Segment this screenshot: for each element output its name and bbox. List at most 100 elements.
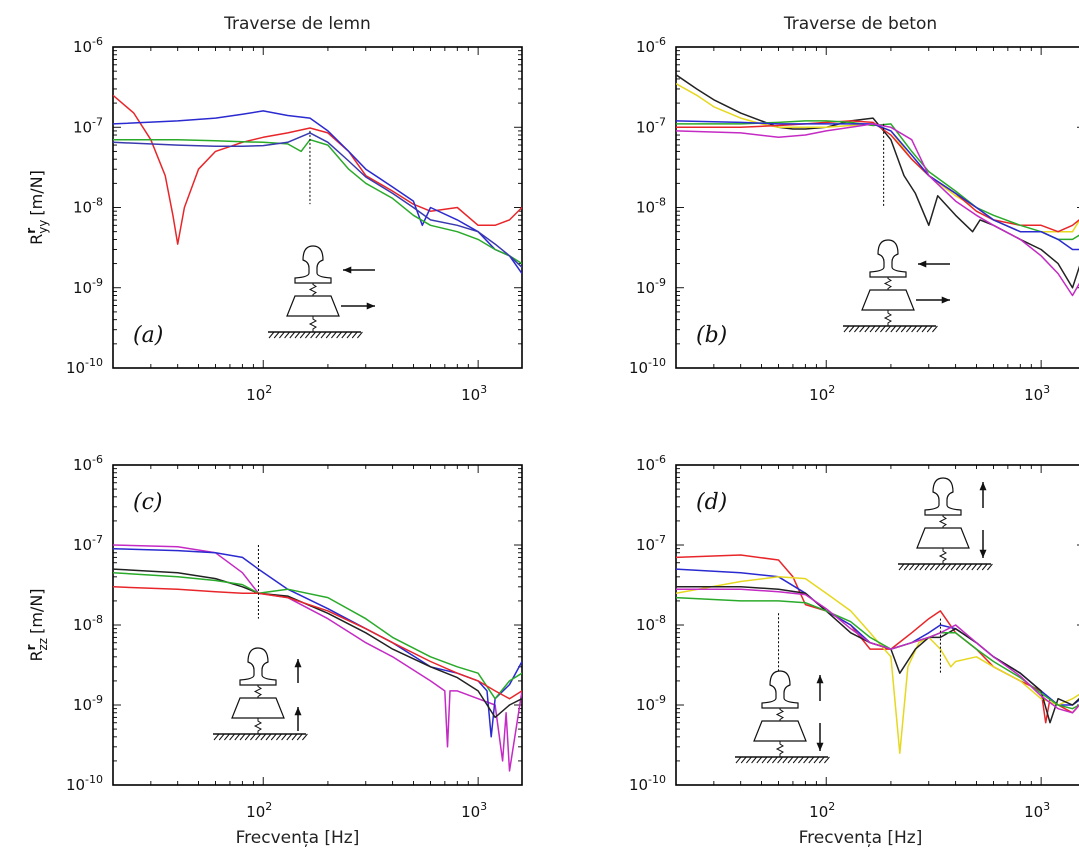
y-tick-label: 10-6 [73, 453, 103, 474]
ground-hatch [273, 331, 280, 339]
ground-hatch [906, 325, 912, 333]
ylabel-sup: r [24, 644, 38, 650]
ground-hatch [864, 325, 871, 333]
panel-label: (c) [133, 490, 163, 515]
x-tick-exp: 3 [1043, 800, 1050, 813]
x-tick-label: 102 [809, 383, 835, 404]
ground-hatch [740, 756, 747, 764]
ground-hatch [761, 756, 768, 764]
ground-hatch [787, 756, 794, 764]
y-tick-label: 10-8 [73, 196, 103, 217]
x-axis-label: Frecvența [Hz] [799, 828, 923, 848]
y-tick-label: 10-7 [636, 115, 666, 136]
y-tick-label: 10-10 [66, 356, 103, 377]
x-tick-label: 103 [461, 383, 487, 404]
ground-hatch [289, 331, 296, 339]
ground-hatch [331, 331, 337, 339]
ground-hatch [798, 756, 804, 764]
series-line [676, 586, 1079, 724]
ground-hatch [869, 325, 876, 333]
y-tick-label: 10-9 [73, 693, 103, 714]
inset-schematic [213, 647, 308, 741]
y-tick-exp: -8 [655, 613, 666, 626]
ground-hatch [909, 563, 915, 571]
ground-hatch [239, 733, 246, 741]
ground-hatch [276, 733, 282, 741]
y-tick-base: 10 [73, 38, 92, 56]
series-line [676, 123, 1079, 297]
series-group [676, 74, 1079, 297]
sleeper-shape [861, 289, 915, 311]
y-tick-label: 10-8 [636, 196, 666, 217]
ground-hatch [351, 331, 358, 339]
ground-hatch [792, 756, 799, 764]
rail-shape [924, 477, 962, 516]
ground-hatch [916, 325, 923, 333]
y-tick-label: 10-7 [73, 115, 103, 136]
ylabel-unit: [m/N] [27, 588, 46, 633]
y-tick-label: 10-10 [629, 356, 666, 377]
y-tick-exp: -7 [655, 533, 666, 546]
ground-hatch [976, 563, 983, 571]
x-tick-exp: 3 [480, 383, 487, 396]
panel-label: (b) [696, 323, 727, 348]
ground-hatch [854, 325, 860, 333]
y-tick-exp: -8 [92, 613, 103, 626]
arrow-head [343, 266, 352, 274]
y-tick-base: 10 [73, 279, 92, 297]
x-tick-label: 102 [246, 800, 272, 821]
ground-hatch [971, 563, 978, 571]
arrow-head [979, 549, 987, 558]
y-tick-exp: -6 [92, 453, 103, 466]
arrow-head [294, 707, 302, 716]
minor-ticks [675, 47, 1079, 369]
y-tick-label: 10-10 [66, 773, 103, 794]
arrow-head [366, 302, 375, 310]
series-line [676, 588, 1079, 714]
ground-hatch [346, 331, 353, 339]
y-tick-label: 10-9 [636, 693, 666, 714]
x-tick-exp: 2 [828, 383, 835, 396]
ground-hatch [919, 563, 926, 571]
minor-ticks [675, 465, 1079, 786]
y-tick-label: 10-6 [636, 453, 666, 474]
series-line [113, 586, 522, 700]
ground-hatch [229, 733, 235, 741]
ground-hatch [357, 331, 363, 339]
y-tick-label: 10-6 [73, 35, 103, 56]
ground-hatch [808, 756, 815, 764]
series-line [676, 82, 1079, 233]
arrow-head [294, 659, 302, 668]
x-tick-label: 102 [246, 383, 272, 404]
ground-hatch [302, 733, 308, 741]
y-tick-base: 10 [636, 199, 655, 217]
x-tick-label: 103 [1024, 383, 1050, 404]
ground-hatch [291, 733, 298, 741]
arrow-head [816, 742, 824, 751]
ground-hatch [824, 756, 830, 764]
ylabel-main: R [27, 650, 46, 661]
y-tick-base: 10 [66, 359, 85, 377]
x-tick-exp: 2 [265, 800, 272, 813]
ground-hatch [250, 733, 256, 741]
ground-hatch [294, 331, 301, 339]
panel-label: (d) [696, 490, 727, 515]
ground-hatch [315, 331, 322, 339]
y-tick-base: 10 [636, 279, 655, 297]
plot-frame [675, 46, 1079, 369]
y-tick-exp: -10 [648, 773, 666, 786]
ground-hatch [777, 756, 783, 764]
chart-title: Traverse de beton [783, 14, 937, 34]
ylabel-unit: [m/N] [27, 170, 46, 215]
ground-hatch [296, 733, 303, 741]
spring [775, 741, 784, 757]
ground-hatch [987, 563, 993, 571]
ground-hatch [945, 563, 952, 571]
ground-hatch [940, 563, 946, 571]
y-tick-label: 10-7 [636, 533, 666, 554]
y-tick-exp: -10 [648, 356, 666, 369]
y-tick-exp: -6 [655, 35, 666, 48]
y-tick-exp: -7 [655, 115, 666, 128]
